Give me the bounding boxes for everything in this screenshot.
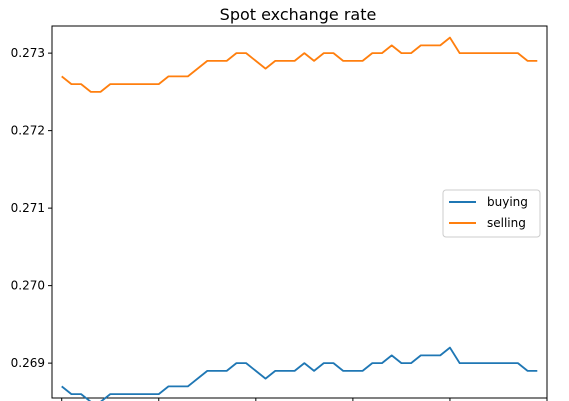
legend: buying selling bbox=[442, 189, 541, 238]
series-line-selling bbox=[61, 36, 538, 93]
y-axis: 0.269 0.270 0.271 0.272 0.273 bbox=[11, 46, 52, 370]
y-tick-label: 0.270 bbox=[11, 279, 45, 293]
x-axis bbox=[61, 398, 548, 401]
legend-label-buying: buying bbox=[487, 195, 528, 209]
legend-label-selling: selling bbox=[487, 216, 526, 230]
y-tick-label: 0.269 bbox=[11, 356, 45, 370]
series-line-buying bbox=[61, 346, 538, 401]
y-tick-label: 0.271 bbox=[11, 201, 45, 215]
chart-title: Spot exchange rate bbox=[220, 5, 377, 24]
series-group bbox=[61, 36, 538, 401]
y-tick-label: 0.272 bbox=[11, 124, 45, 138]
y-tick-label: 0.273 bbox=[11, 46, 45, 60]
